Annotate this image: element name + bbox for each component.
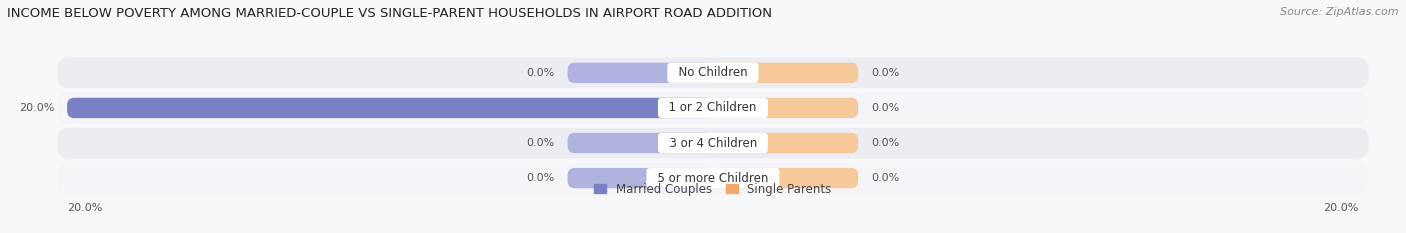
Text: 3 or 4 Children: 3 or 4 Children bbox=[662, 137, 765, 150]
Text: No Children: No Children bbox=[671, 66, 755, 79]
FancyBboxPatch shape bbox=[58, 128, 1368, 158]
Text: 0.0%: 0.0% bbox=[526, 68, 555, 78]
Text: 20.0%: 20.0% bbox=[18, 103, 55, 113]
Text: 0.0%: 0.0% bbox=[526, 138, 555, 148]
FancyBboxPatch shape bbox=[568, 168, 713, 188]
Text: 0.0%: 0.0% bbox=[872, 103, 900, 113]
FancyBboxPatch shape bbox=[58, 163, 1368, 194]
Text: 0.0%: 0.0% bbox=[872, 68, 900, 78]
Text: 20.0%: 20.0% bbox=[1323, 203, 1358, 213]
Text: 0.0%: 0.0% bbox=[872, 173, 900, 183]
FancyBboxPatch shape bbox=[58, 58, 1368, 88]
Text: 0.0%: 0.0% bbox=[526, 173, 555, 183]
Legend: Married Couples, Single Parents: Married Couples, Single Parents bbox=[589, 178, 837, 201]
Text: 5 or more Children: 5 or more Children bbox=[650, 171, 776, 185]
FancyBboxPatch shape bbox=[568, 133, 713, 153]
FancyBboxPatch shape bbox=[713, 63, 858, 83]
FancyBboxPatch shape bbox=[58, 93, 1368, 123]
FancyBboxPatch shape bbox=[713, 133, 858, 153]
FancyBboxPatch shape bbox=[568, 63, 713, 83]
Text: Source: ZipAtlas.com: Source: ZipAtlas.com bbox=[1281, 7, 1399, 17]
Text: 20.0%: 20.0% bbox=[67, 203, 103, 213]
Text: INCOME BELOW POVERTY AMONG MARRIED-COUPLE VS SINGLE-PARENT HOUSEHOLDS IN AIRPORT: INCOME BELOW POVERTY AMONG MARRIED-COUPL… bbox=[7, 7, 772, 20]
Text: 0.0%: 0.0% bbox=[872, 138, 900, 148]
FancyBboxPatch shape bbox=[713, 98, 858, 118]
FancyBboxPatch shape bbox=[713, 168, 858, 188]
FancyBboxPatch shape bbox=[67, 98, 713, 118]
Text: 1 or 2 Children: 1 or 2 Children bbox=[661, 101, 765, 114]
